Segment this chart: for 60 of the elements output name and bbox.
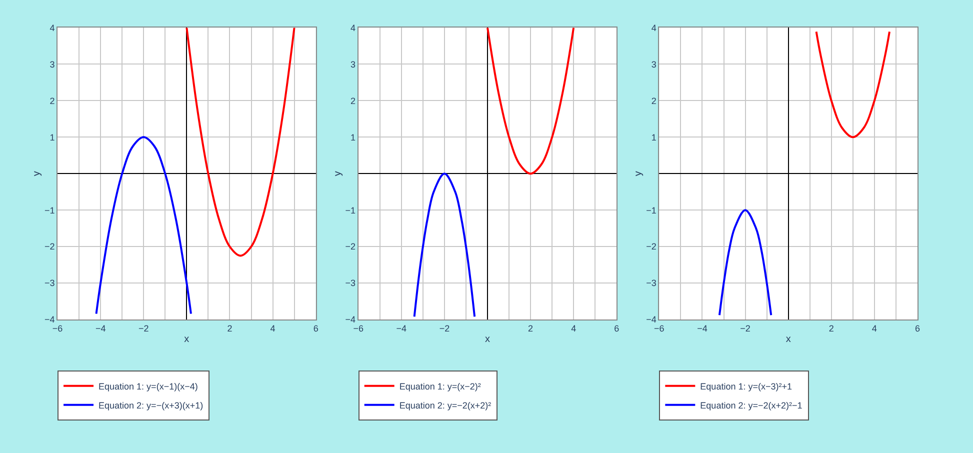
y-tick-label: −3 (345, 278, 356, 288)
y-tick-label: −4 (646, 314, 656, 325)
y-axis-title: y (633, 171, 644, 176)
y-tick-label: 4 (50, 22, 55, 33)
legend-label: Equation 1: y=(x−2)² (399, 381, 481, 392)
x-tick-label: −6 (353, 323, 364, 334)
line-series (718, 209, 772, 316)
x-tick-label: 2 (227, 323, 232, 334)
x-tick-label: −2 (439, 323, 450, 334)
line-series (413, 172, 476, 318)
y-tick-label: −2 (345, 242, 356, 252)
y-tick-label: 4 (350, 22, 356, 33)
legend-label: Equation 2: y=−2(x+2)² (399, 400, 492, 410)
y-tick-label: 1 (350, 132, 356, 142)
y-tick-label: −3 (44, 278, 55, 288)
y-tick-label: −1 (646, 205, 656, 216)
line-series (486, 28, 575, 175)
y-tick-label: −3 (646, 278, 656, 288)
x-tick-label: 6 (614, 323, 620, 334)
legend-label: Equation 1: y=(x−3)²+1 (700, 381, 792, 392)
y-tick-label: 2 (350, 96, 356, 106)
y-tick-label: −4 (44, 314, 55, 325)
y-tick-label: 1 (651, 132, 656, 142)
y-tick-label: 2 (651, 96, 656, 106)
x-tick-label: 4 (270, 323, 276, 334)
y-axis-title: y (31, 171, 42, 176)
y-tick-label: 4 (651, 22, 656, 33)
x-axis-title: x (786, 334, 791, 345)
x-tick-label: 4 (872, 323, 877, 334)
y-tick-label: −2 (44, 242, 55, 252)
line-series (815, 30, 890, 138)
y-tick-label: 2 (50, 96, 55, 106)
x-tick-label: −4 (95, 323, 106, 334)
x-tick-label: −2 (138, 323, 149, 334)
x-tick-label: −4 (396, 323, 407, 334)
y-tick-label: 3 (50, 59, 55, 70)
x-tick-label: −4 (697, 323, 708, 334)
x-axis-title: x (485, 334, 490, 345)
y-tick-label: 3 (651, 59, 656, 70)
x-tick-label: 6 (313, 323, 318, 334)
x-tick-label: −2 (740, 323, 750, 334)
y-tick-label: 3 (350, 59, 356, 70)
line-series (186, 28, 296, 257)
y-tick-label: −4 (345, 314, 356, 325)
y-tick-label: −1 (345, 205, 356, 216)
y-axis-title: y (332, 171, 344, 176)
legend-label: Equation 2: y=−(x+3)(x+1) (98, 400, 204, 410)
x-tick-label: 2 (828, 323, 834, 334)
y-tick-label: −1 (44, 205, 55, 216)
line-series (95, 136, 192, 315)
x-axis-title: x (184, 334, 190, 345)
x-tick-label: 6 (914, 323, 920, 334)
y-tick-label: −2 (646, 242, 656, 252)
y-tick-label: 1 (50, 132, 55, 142)
x-tick-label: 2 (528, 323, 534, 334)
x-tick-label: −6 (52, 323, 63, 334)
legend-label: Equation 2: y=−2(x+2)²−1 (700, 400, 802, 410)
legend-label: Equation 1: y=(x−1)(x−4) (98, 381, 198, 392)
x-tick-label: 4 (571, 323, 576, 334)
x-tick-label: −6 (654, 323, 664, 334)
